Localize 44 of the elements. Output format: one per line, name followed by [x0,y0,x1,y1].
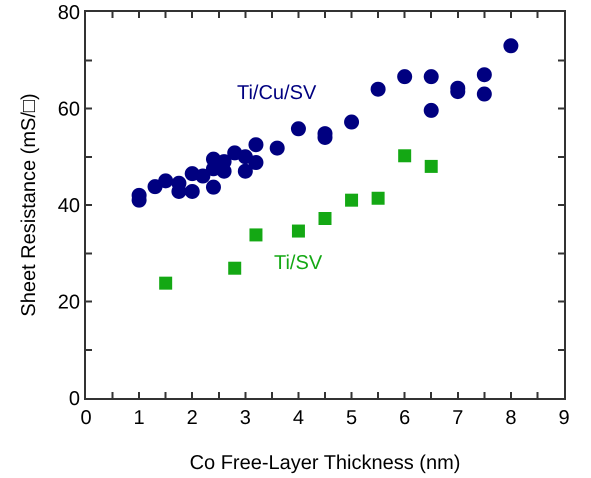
point [476,67,492,82]
point [292,224,305,238]
point [270,140,285,156]
point [503,38,518,54]
point [290,121,306,136]
point [206,180,221,195]
point [318,212,332,226]
point [372,192,385,205]
series-label: Ti/SV [274,252,323,274]
x-tick-label: 4 [292,407,304,429]
point [345,194,358,207]
y-tick-label: 20 [58,292,80,314]
y-axis-title: Sheet Resistance (mS/□) [18,93,40,317]
series-label: Ti/Cu/SV [237,82,317,104]
x-tick-label: 2 [186,407,198,429]
point [159,276,172,290]
y-tick-label: 80 [58,2,80,24]
point [424,102,439,118]
x-tick-label: 9 [558,407,570,429]
point [397,69,412,84]
point [158,173,174,188]
point [424,160,438,173]
point [248,137,264,152]
x-axis-title: Co Free-Layer Thickness (nm) [190,452,460,474]
y-tick-label: 60 [58,98,80,120]
x-tick-label: 6 [399,407,410,429]
point [184,184,200,199]
point [476,86,492,102]
point [370,82,386,97]
point [228,262,242,275]
point [424,69,439,84]
x-tick-label: 1 [134,407,145,429]
point [398,149,412,162]
x-tick-label: 3 [240,407,251,429]
point [344,114,360,130]
point [195,168,210,184]
point [249,228,262,242]
x-tick-label: 8 [505,407,516,429]
x-tick-label: 5 [346,407,358,429]
y-tick-label: 0 [68,388,80,410]
x-tick-label: 7 [452,407,464,429]
y-tick-label: 40 [58,195,80,217]
point [248,155,264,170]
point [238,164,253,179]
